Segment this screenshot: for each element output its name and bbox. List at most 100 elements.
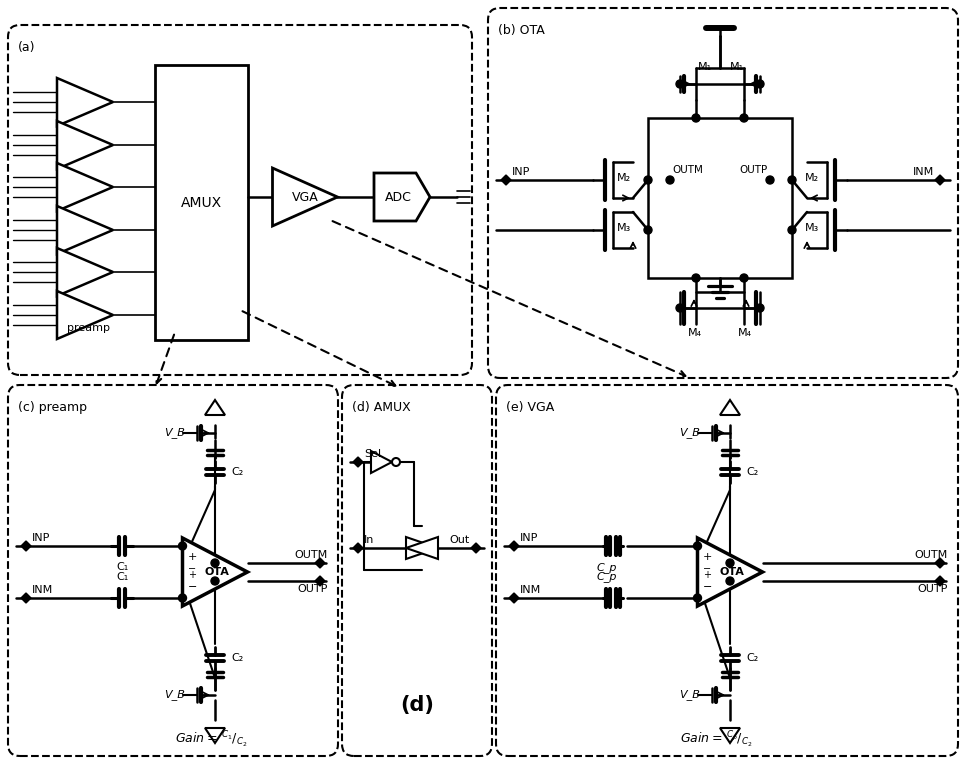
Bar <box>648 118 792 278</box>
Polygon shape <box>57 121 113 169</box>
Circle shape <box>694 594 701 602</box>
Polygon shape <box>183 538 247 606</box>
Text: −: − <box>188 564 196 574</box>
Text: M₃: M₃ <box>617 223 631 233</box>
Text: +: + <box>188 570 196 580</box>
Text: M₂: M₂ <box>617 173 631 183</box>
Text: V_B: V_B <box>164 428 185 439</box>
Text: INM: INM <box>520 585 541 595</box>
Circle shape <box>211 577 219 585</box>
Polygon shape <box>509 593 519 603</box>
Text: $Gain = \,^{C_1}/_{C_2}$: $Gain = \,^{C_1}/_{C_2}$ <box>175 730 247 750</box>
Polygon shape <box>374 173 430 221</box>
Circle shape <box>211 559 219 567</box>
Circle shape <box>392 458 400 466</box>
Text: (b) OTA: (b) OTA <box>498 24 545 37</box>
Polygon shape <box>471 543 481 553</box>
Text: C₂: C₂ <box>231 653 243 663</box>
Circle shape <box>756 80 764 88</box>
Text: OUTM: OUTM <box>915 550 948 560</box>
Text: +: + <box>703 552 712 562</box>
Text: INM: INM <box>32 585 53 595</box>
Text: C₁: C₁ <box>116 562 128 572</box>
Polygon shape <box>935 558 945 568</box>
Text: −: − <box>187 582 197 592</box>
Text: M₁: M₁ <box>730 62 744 72</box>
Text: C₁: C₁ <box>116 572 128 582</box>
Circle shape <box>676 304 684 312</box>
Text: VGA: VGA <box>292 190 319 203</box>
Text: V_B: V_B <box>164 690 185 701</box>
Text: OUTM: OUTM <box>295 550 328 560</box>
Circle shape <box>692 114 700 122</box>
Text: C₂: C₂ <box>231 467 243 477</box>
Text: M₂: M₂ <box>805 173 819 183</box>
Circle shape <box>788 176 796 184</box>
Text: INM: INM <box>913 167 934 177</box>
Polygon shape <box>21 593 31 603</box>
Polygon shape <box>315 576 325 586</box>
Circle shape <box>692 274 700 282</box>
Circle shape <box>644 226 652 234</box>
Polygon shape <box>57 248 113 296</box>
Text: OTA: OTA <box>720 567 745 577</box>
Text: −: − <box>703 582 712 592</box>
Circle shape <box>740 114 748 122</box>
Circle shape <box>726 577 734 585</box>
Polygon shape <box>57 291 113 339</box>
Polygon shape <box>720 400 740 415</box>
Polygon shape <box>21 541 31 551</box>
FancyBboxPatch shape <box>496 385 958 756</box>
Text: Out: Out <box>450 535 470 545</box>
Circle shape <box>179 542 186 550</box>
Circle shape <box>179 594 186 602</box>
Text: ADC: ADC <box>384 190 412 203</box>
Text: M₄: M₄ <box>688 328 702 338</box>
Circle shape <box>644 176 652 184</box>
Text: (e) VGA: (e) VGA <box>506 400 554 413</box>
Text: M₃: M₃ <box>805 223 819 233</box>
Text: +: + <box>187 552 197 562</box>
Polygon shape <box>353 543 363 553</box>
Circle shape <box>740 274 748 282</box>
Circle shape <box>666 176 674 184</box>
Text: M₄: M₄ <box>738 328 753 338</box>
Polygon shape <box>57 163 113 211</box>
Text: OTA: OTA <box>205 567 230 577</box>
Text: (a): (a) <box>18 40 36 53</box>
Text: INP: INP <box>32 533 50 543</box>
Polygon shape <box>501 175 511 185</box>
Circle shape <box>788 226 796 234</box>
Text: (d) AMUX: (d) AMUX <box>352 400 411 413</box>
Text: OUTM: OUTM <box>672 165 703 175</box>
Text: OUTP: OUTP <box>740 165 768 175</box>
Polygon shape <box>371 451 392 473</box>
Polygon shape <box>935 576 945 586</box>
Circle shape <box>756 304 764 312</box>
Polygon shape <box>57 206 113 254</box>
FancyBboxPatch shape <box>342 385 492 756</box>
Bar <box>155 65 248 340</box>
Polygon shape <box>57 78 113 126</box>
FancyBboxPatch shape <box>8 25 472 375</box>
Polygon shape <box>353 457 363 467</box>
Text: M₁: M₁ <box>698 62 712 72</box>
Polygon shape <box>697 538 762 606</box>
Polygon shape <box>205 400 225 415</box>
Text: Sel: Sel <box>364 449 382 459</box>
Polygon shape <box>509 541 519 551</box>
Text: INP: INP <box>520 533 538 543</box>
Polygon shape <box>315 558 325 568</box>
Text: −: − <box>703 564 712 574</box>
FancyBboxPatch shape <box>488 8 958 378</box>
Text: (c) preamp: (c) preamp <box>18 400 87 413</box>
Text: +: + <box>703 570 712 580</box>
Text: AMUX: AMUX <box>181 196 222 209</box>
Circle shape <box>726 559 734 567</box>
Text: V_B: V_B <box>679 690 700 701</box>
Polygon shape <box>406 537 438 559</box>
Text: OUTP: OUTP <box>298 584 328 594</box>
Circle shape <box>766 176 774 184</box>
Circle shape <box>694 542 701 550</box>
Text: $Gain = \,^{C_p}/_{C_2}$: $Gain = \,^{C_p}/_{C_2}$ <box>680 730 753 750</box>
